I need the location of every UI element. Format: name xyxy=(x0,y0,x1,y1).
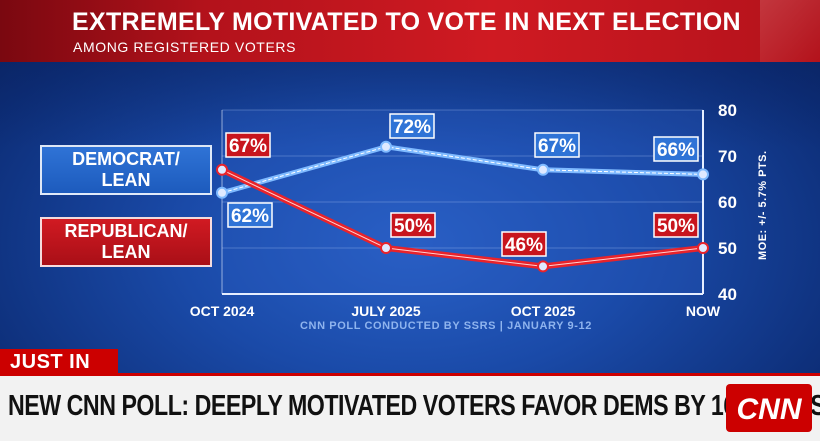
legend-republican: REPUBLICAN/LEAN xyxy=(40,217,212,267)
series-line-core-republican xyxy=(221,169,704,267)
data-label-box-democrat xyxy=(653,136,699,162)
just-in-tag: JUST IN xyxy=(0,349,118,376)
chart-panel xyxy=(0,62,820,350)
chart-subtitle: AMONG REGISTERED VOTERS xyxy=(73,39,297,55)
data-label-republican: 50% xyxy=(394,216,432,237)
legend-democrat-label: DEMOCRAT/LEAN xyxy=(72,149,180,190)
plot-area xyxy=(222,110,703,294)
data-label-box-republican xyxy=(501,231,547,257)
cnn-logo: CNN xyxy=(726,384,812,432)
title-band: EXTREMELY MOTIVATED TO VOTE IN NEXT ELEC… xyxy=(0,0,820,62)
chart-title: EXTREMELY MOTIVATED TO VOTE IN NEXT ELEC… xyxy=(72,8,741,36)
data-label-democrat: 67% xyxy=(538,136,576,157)
data-point-democrat xyxy=(537,163,549,176)
series-line-core-democrat xyxy=(221,146,704,194)
y-tick-label: 40 xyxy=(718,285,737,304)
line-chart: 40 50 60 70 80 OCT 2024 JULY 2025 OCT 2025 NOW 62… xyxy=(190,101,737,319)
x-tick-label: JULY 2025 xyxy=(351,303,420,319)
data-label-box-democrat xyxy=(534,132,580,158)
y-tick-label: 50 xyxy=(718,239,737,258)
headline-bar: NEW CNN POLL: DEEPLY MOTIVATED VOTERS FA… xyxy=(0,376,820,441)
y-tick-label: 70 xyxy=(718,147,737,166)
headline-text: NEW CNN POLL: DEEPLY MOTIVATED VOTERS FA… xyxy=(8,390,820,422)
data-label-democrat: 66% xyxy=(657,140,695,161)
data-label-democrat: 72% xyxy=(393,117,431,138)
data-point-republican xyxy=(380,242,392,254)
y-tick-label: 80 xyxy=(718,101,737,120)
ticker-divider xyxy=(118,373,820,376)
data-label-republican: 50% xyxy=(657,216,695,237)
data-label-box-republican xyxy=(225,132,271,158)
legend-republican-label: REPUBLICAN/LEAN xyxy=(64,221,188,262)
data-point-republican xyxy=(537,260,549,273)
data-label-box-democrat xyxy=(227,202,273,228)
cnn-logo-text: CNN xyxy=(737,393,803,426)
data-label-box-republican xyxy=(653,212,699,238)
y-tick-label: 60 xyxy=(718,193,737,212)
data-point-democrat xyxy=(380,140,392,153)
x-tick-label: OCT 2024 xyxy=(190,303,255,319)
source-note: CNN POLL CONDUCTED BY SSRS | JANUARY 9-1… xyxy=(300,320,592,332)
x-tick-label: NOW xyxy=(686,303,721,319)
data-label-republican: 67% xyxy=(229,136,267,157)
data-point-republican xyxy=(697,242,709,254)
data-point-republican xyxy=(216,163,228,176)
x-tick-label: OCT 2025 xyxy=(511,303,576,319)
margin-of-error: MOE: +/- 5.7% PTS. xyxy=(757,150,769,260)
data-label-democrat: 62% xyxy=(231,206,269,227)
data-label-box-republican xyxy=(390,212,436,238)
data-point-democrat xyxy=(697,168,709,181)
legend-democrat: DEMOCRAT/LEAN xyxy=(40,145,212,195)
data-label-republican: 46% xyxy=(505,235,543,256)
data-point-democrat xyxy=(216,186,228,199)
data-label-box-democrat xyxy=(389,113,435,139)
